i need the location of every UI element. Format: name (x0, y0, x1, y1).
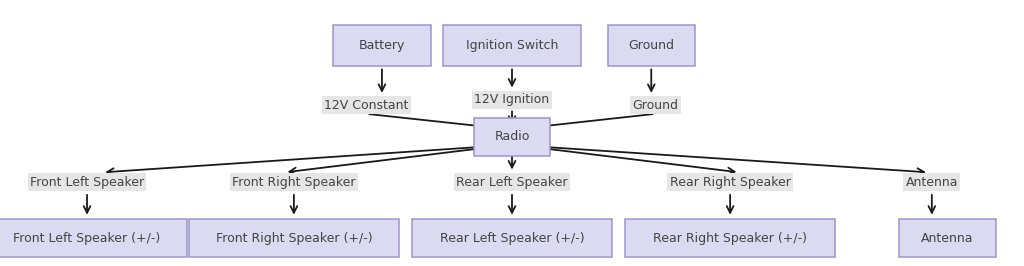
Text: Ignition Switch: Ignition Switch (466, 39, 558, 52)
Text: Battery: Battery (358, 39, 406, 52)
FancyBboxPatch shape (334, 25, 430, 66)
Text: Front Left Speaker: Front Left Speaker (30, 176, 144, 189)
Text: Front Right Speaker: Front Right Speaker (232, 176, 355, 189)
Text: Rear Right Speaker: Rear Right Speaker (670, 176, 791, 189)
FancyBboxPatch shape (0, 219, 186, 257)
FancyBboxPatch shape (188, 219, 398, 257)
FancyBboxPatch shape (608, 25, 694, 66)
FancyBboxPatch shape (899, 219, 995, 257)
Text: Antenna: Antenna (921, 232, 974, 244)
Text: 12V Ignition: 12V Ignition (474, 93, 550, 106)
Text: Radio: Radio (495, 131, 529, 143)
Text: Rear Left Speaker (+/-): Rear Left Speaker (+/-) (439, 232, 585, 244)
Text: Front Left Speaker (+/-): Front Left Speaker (+/-) (13, 232, 161, 244)
Text: Rear Left Speaker: Rear Left Speaker (457, 176, 567, 189)
Text: Ground: Ground (629, 39, 674, 52)
FancyBboxPatch shape (442, 25, 582, 66)
FancyBboxPatch shape (625, 219, 835, 257)
Text: Antenna: Antenna (905, 176, 958, 189)
FancyBboxPatch shape (473, 118, 551, 156)
Text: 12V Constant: 12V Constant (325, 99, 409, 111)
Text: Front Right Speaker (+/-): Front Right Speaker (+/-) (216, 232, 372, 244)
Text: Ground: Ground (633, 99, 678, 111)
Text: Rear Right Speaker (+/-): Rear Right Speaker (+/-) (653, 232, 807, 244)
FancyBboxPatch shape (412, 219, 611, 257)
